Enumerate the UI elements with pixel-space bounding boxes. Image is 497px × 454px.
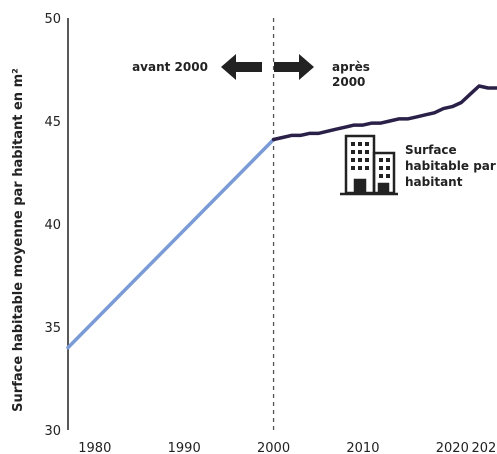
x-tick-label: 2010	[346, 441, 379, 454]
x-tick-label: 2024	[472, 441, 497, 454]
y-tick-labels: 30 35 40 45 50	[44, 12, 61, 439]
series-group	[66, 84, 497, 350]
before-2000-label: avant 2000	[132, 60, 208, 74]
right-arrow-icon	[274, 54, 314, 80]
y-tick-label: 40	[44, 218, 61, 233]
x-tick-labels: 1980 1990 2000 2010 20202024	[78, 441, 497, 454]
y-tick-label: 50	[44, 12, 61, 27]
x-tick-label: 2020	[436, 441, 469, 454]
y-tick-label: 45	[44, 115, 61, 130]
x-tick-label: 1980	[78, 441, 111, 454]
left-arrow-icon	[221, 54, 262, 80]
building-label-line3: habitant	[405, 175, 463, 189]
after-2000-label-line2: 2000	[332, 75, 365, 89]
y-axis-label: Surface habitable moyenne par habitant e…	[11, 68, 26, 412]
series-line-1	[66, 137, 276, 350]
x-tick-label: 1990	[168, 441, 201, 454]
building-icon	[340, 134, 398, 196]
y-tick-label: 30	[44, 424, 61, 439]
y-tick-label: 35	[44, 321, 61, 336]
series-line-2	[271, 84, 497, 142]
x-tick-label: 2000	[257, 441, 290, 454]
after-2000-label-line1: après	[332, 60, 370, 74]
building-label-line1: Surface	[405, 143, 457, 157]
building-label-line2: habitable par	[405, 159, 496, 173]
